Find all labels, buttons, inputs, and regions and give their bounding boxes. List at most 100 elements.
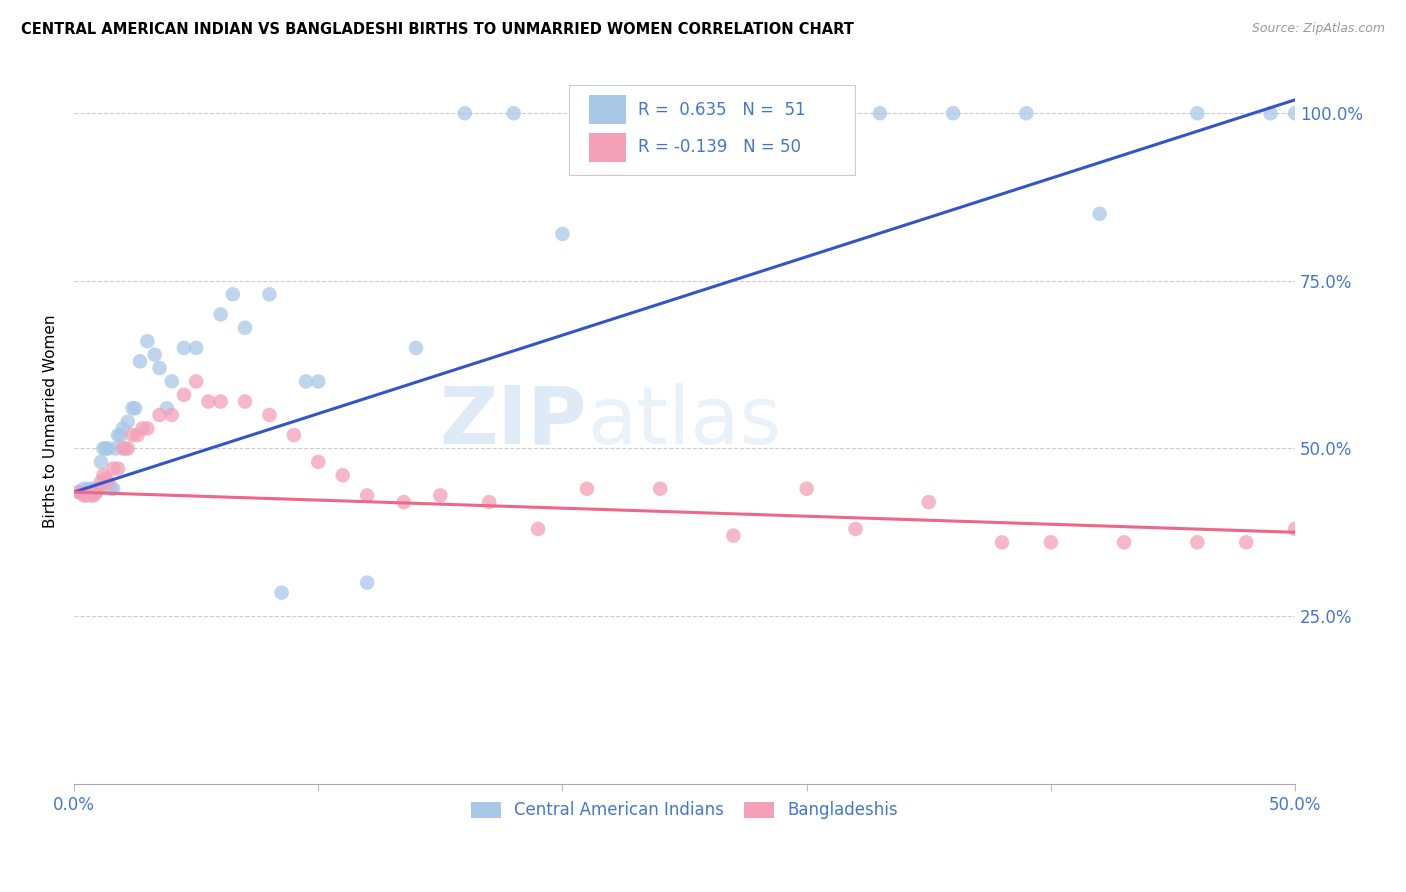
Point [117,415,139,429]
Point [83,482,105,496]
Point [173,388,195,402]
Point [67,485,90,500]
Point [844,522,866,536]
Point [83,488,105,502]
Point [356,575,378,590]
Point [259,287,281,301]
Point [186,375,208,389]
Point [1015,106,1038,120]
Point [107,461,129,475]
Text: Source: ZipAtlas.com: Source: ZipAtlas.com [1251,22,1385,36]
Point [104,442,127,456]
Point [101,461,124,475]
FancyBboxPatch shape [568,85,855,176]
Point [1039,535,1062,549]
Point [650,482,672,496]
Point [87,482,110,496]
Point [747,106,769,120]
Point [93,468,115,483]
Text: atlas: atlas [586,383,782,460]
Point [259,408,281,422]
Point [307,375,329,389]
Point [110,428,132,442]
Point [429,488,451,502]
Point [131,421,153,435]
Point [332,468,354,483]
Point [107,428,129,442]
Point [117,442,139,456]
Point [148,361,170,376]
Point [270,585,292,599]
Point [1308,596,1330,610]
Text: ZIP: ZIP [440,383,586,460]
Point [283,428,305,442]
Point [502,106,524,120]
Point [114,442,136,456]
Point [73,488,96,502]
Point [197,394,219,409]
FancyBboxPatch shape [589,133,626,161]
Point [121,401,143,416]
Point [100,482,122,496]
Point [942,106,965,120]
Point [405,341,427,355]
Point [356,488,378,502]
Point [1333,623,1355,637]
Text: CENTRAL AMERICAN INDIAN VS BANGLADESHI BIRTHS TO UNMARRIED WOMEN CORRELATION CHA: CENTRAL AMERICAN INDIAN VS BANGLADESHI B… [21,22,853,37]
FancyBboxPatch shape [589,95,626,124]
Point [84,485,107,500]
Point [94,442,117,456]
Point [186,341,208,355]
Point [1088,207,1111,221]
Point [111,442,134,456]
Text: R =  0.635   N =  51: R = 0.635 N = 51 [638,101,806,119]
Point [869,106,891,120]
Point [575,482,598,496]
Point [93,442,115,456]
Point [136,421,159,435]
Point [307,455,329,469]
Point [73,482,96,496]
Point [160,408,183,422]
Point [84,485,107,500]
Point [527,522,550,536]
Point [136,334,159,349]
Point [97,442,120,456]
Point [143,348,166,362]
Point [160,375,183,389]
Point [209,394,232,409]
Point [111,421,134,435]
Point [121,428,143,442]
Point [127,428,149,442]
Point [796,482,818,496]
Point [1284,522,1306,536]
Point [723,529,745,543]
Point [820,106,842,120]
Point [80,485,103,500]
Point [392,495,415,509]
Point [478,495,501,509]
Point [209,307,232,321]
Point [75,485,97,500]
Point [295,375,318,389]
Point [991,535,1014,549]
Point [94,472,117,486]
Point [1234,535,1257,549]
Point [77,482,100,496]
Point [67,485,90,500]
Point [156,401,179,416]
Point [233,320,256,334]
Text: R = -0.139   N = 50: R = -0.139 N = 50 [638,138,801,156]
Point [97,475,120,489]
Point [87,482,110,496]
Point [233,394,256,409]
Point [918,495,941,509]
Point [80,488,103,502]
Point [77,485,100,500]
Point [454,106,477,120]
Point [1284,106,1306,120]
Point [1187,535,1209,549]
Point [124,401,146,416]
Point [148,408,170,422]
Point [1112,535,1135,549]
